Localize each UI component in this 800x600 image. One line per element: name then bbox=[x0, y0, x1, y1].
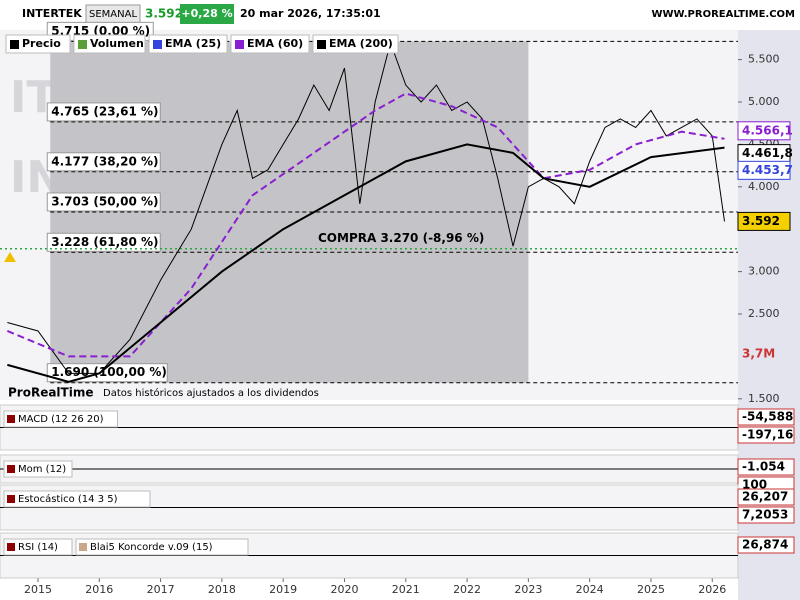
legend-swatch bbox=[153, 40, 162, 49]
fib-label: 5.715 (0,00 %) bbox=[51, 24, 150, 38]
fib-label: 4.177 (38,20 %) bbox=[51, 154, 158, 168]
price-tag bbox=[737, 211, 791, 231]
y-tick-label: 2.500 bbox=[748, 307, 780, 320]
fib-label: 4.765 (23,61 %) bbox=[51, 104, 158, 118]
site: WWW.PROREALTIME.COM bbox=[651, 9, 795, 20]
panel-label-box bbox=[3, 490, 151, 508]
legend-label: EMA (25) bbox=[165, 37, 221, 50]
period[interactable]: SEMANAL bbox=[89, 9, 137, 20]
y-tick-label: 5.000 bbox=[748, 95, 780, 108]
panel-value: -1.054 bbox=[742, 460, 785, 474]
legend-item[interactable] bbox=[148, 34, 228, 54]
panel-value-box bbox=[737, 536, 795, 554]
x-tick-label: 2019 bbox=[269, 583, 297, 596]
legend-label: EMA (60) bbox=[247, 37, 303, 50]
panel-label: Mom (12) bbox=[18, 464, 66, 475]
symbol: INTERTEK bbox=[22, 7, 82, 20]
volume-tag: 3,7M bbox=[742, 347, 775, 361]
panel-value: 100 bbox=[742, 478, 767, 492]
legend-item[interactable] bbox=[230, 34, 310, 54]
x-tick-label: 2017 bbox=[147, 583, 175, 596]
y-tick-label: 5.500 bbox=[748, 53, 780, 66]
panel-label: Estocástico (14 3 5) bbox=[18, 493, 118, 505]
fib-label-box bbox=[46, 102, 161, 122]
panel-swatch bbox=[7, 495, 15, 503]
price-tag-label: 3.592 bbox=[742, 214, 780, 228]
legend-label: Precio bbox=[22, 37, 61, 50]
panel-value: 26,874 bbox=[742, 538, 788, 552]
price: 3.592 bbox=[145, 7, 183, 21]
price-tag bbox=[737, 160, 791, 180]
x-tick-label: 2020 bbox=[330, 583, 358, 596]
panel-swatch bbox=[7, 543, 15, 551]
price-tag-label: 4.453,7 bbox=[742, 163, 793, 177]
panel-value: -54,588 bbox=[742, 410, 793, 424]
panel-value: -197,16 bbox=[742, 428, 793, 442]
fib-label: 3.228 (61,80 %) bbox=[51, 235, 158, 249]
ema60-line bbox=[6, 92, 725, 358]
panel-value-box bbox=[737, 408, 795, 426]
ema200-line bbox=[7, 143, 725, 383]
legend-item[interactable] bbox=[73, 34, 146, 54]
panel-swatch bbox=[7, 415, 15, 423]
buy-label: COMPRA 3.270 (-8,96 %) bbox=[318, 231, 484, 245]
price-tag-label: 4.566,1 bbox=[742, 123, 793, 137]
panel-label-box bbox=[3, 410, 118, 428]
fib-label-box bbox=[46, 363, 168, 383]
fib-label-box bbox=[46, 152, 161, 172]
panel-value-box bbox=[737, 488, 795, 506]
legend-swatch bbox=[317, 40, 326, 49]
price-tag bbox=[737, 121, 791, 141]
panel-label: MACD (12 26 20) bbox=[18, 414, 104, 425]
alert-bell[interactable] bbox=[4, 252, 16, 262]
price-line bbox=[7, 40, 726, 374]
panel-label: Blai5 Koncorde v.09 (15) bbox=[90, 542, 213, 553]
legend-swatch bbox=[235, 40, 244, 49]
footer-note: Datos históricos ajustados a los dividen… bbox=[103, 387, 319, 399]
legend-label: EMA (200) bbox=[329, 37, 393, 50]
panel-swatch bbox=[79, 543, 87, 551]
legend-swatch bbox=[78, 40, 87, 49]
panel-value: 26,207 bbox=[742, 490, 788, 504]
x-tick-label: 2018 bbox=[208, 583, 236, 596]
panel-label-box bbox=[75, 538, 249, 556]
panel-value: 7,2053 bbox=[742, 508, 788, 522]
x-tick-label: 2021 bbox=[392, 583, 420, 596]
x-tick-label: 2022 bbox=[453, 583, 481, 596]
panel-swatch bbox=[7, 465, 15, 473]
x-tick-label: 2016 bbox=[85, 583, 113, 596]
legend-swatch bbox=[10, 40, 19, 49]
change-box bbox=[180, 4, 234, 24]
panel-value-box bbox=[737, 426, 795, 444]
legend-label: Volumen bbox=[90, 37, 144, 50]
footer-brand: ProRealTime bbox=[8, 386, 94, 400]
fib-label: 1.690 (100,00 %) bbox=[51, 365, 167, 379]
fib-label-box bbox=[46, 232, 161, 252]
x-tick-label: 2024 bbox=[576, 583, 604, 596]
x-tick-label: 2015 bbox=[24, 583, 52, 596]
fib-label-box bbox=[46, 192, 161, 212]
panel-value-box bbox=[737, 506, 795, 524]
datetime: 20 mar 2026, 17:35:01 bbox=[240, 7, 381, 20]
y-tick-label: 3.000 bbox=[748, 265, 780, 278]
legend-item[interactable] bbox=[312, 34, 399, 54]
y-tick-label: 1.500 bbox=[748, 392, 780, 405]
legend-item[interactable] bbox=[5, 34, 71, 54]
x-tick-label: 2023 bbox=[514, 583, 542, 596]
panel-label: RSI (14) bbox=[18, 542, 58, 553]
price-tag-label: 4.461,8 bbox=[742, 146, 793, 160]
y-tick-label: 4.000 bbox=[748, 180, 780, 193]
panel-label-box bbox=[3, 460, 73, 478]
x-tick-label: 2025 bbox=[637, 583, 665, 596]
panel-label-box bbox=[3, 538, 73, 556]
fib-label: 3.703 (50,00 %) bbox=[51, 194, 158, 208]
panel-value-box bbox=[737, 458, 795, 476]
x-tick-label: 2026 bbox=[698, 583, 726, 596]
change: +0,28 % bbox=[181, 7, 232, 20]
